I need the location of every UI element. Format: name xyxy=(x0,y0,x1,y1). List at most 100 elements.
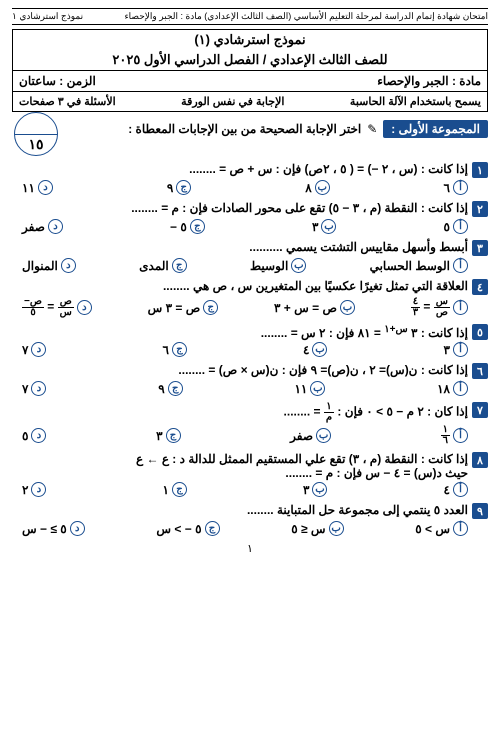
option-أ[interactable]: أ٤ xyxy=(444,482,468,497)
option-text: ٥ xyxy=(444,220,450,234)
question-number: ١ xyxy=(472,162,488,178)
question-text: إذا كانت : ٣ س+١ = ٨١ فإن : ٢ س = ......… xyxy=(12,324,468,340)
option-ب[interactable]: ب٣ xyxy=(303,482,327,497)
question-text: العدد ٥ ينتمي إلى مجموعة حل المتباينة ..… xyxy=(12,503,468,517)
option-د[interactable]: دصفر xyxy=(22,219,63,234)
option-circle-icon: د xyxy=(48,219,63,234)
rule-right: يسمح باستخدام الآلة الحاسبة xyxy=(350,95,481,108)
option-text: ٥ ≥ − س xyxy=(22,522,67,536)
option-circle-icon: د xyxy=(31,342,46,357)
option-ب[interactable]: ب٤ xyxy=(303,342,327,357)
option-ب[interactable]: بالوسيط xyxy=(250,258,306,273)
option-د[interactable]: د١١ xyxy=(22,180,53,195)
top-header: امتحان شهادة إتمام الدراسة لمرحلة التعلي… xyxy=(12,8,488,25)
question-٢: ٢إذا كانت : النقطة (م ، ٣ − ٥) تقع على م… xyxy=(12,201,488,217)
option-text: ٧ xyxy=(22,343,28,357)
option-د[interactable]: دالمنوال xyxy=(22,258,76,273)
option-text: ٤ xyxy=(303,343,309,357)
option-circle-icon: ج xyxy=(205,521,220,536)
option-circle-icon: ج xyxy=(172,482,187,497)
option-ب[interactable]: ب٣ xyxy=(312,219,336,234)
option-د[interactable]: دصس = ص−٥ xyxy=(22,297,92,318)
options-row: أالوسط الحسابي بالوسيط جالمدى دالمنوال xyxy=(22,258,468,273)
option-ج[interactable]: ج٩ xyxy=(167,180,191,195)
option-text: الوسط الحسابي xyxy=(370,259,450,273)
option-text: ص = س + ٣ xyxy=(274,301,337,315)
option-ج[interactable]: ج ٥ − > س xyxy=(156,521,219,536)
option-أ[interactable]: أس > ٥ xyxy=(415,521,468,536)
option-circle-icon: ج xyxy=(203,300,218,315)
option-د[interactable]: د٥ ≥ − س xyxy=(22,521,85,536)
option-أ[interactable]: أ١٦ xyxy=(441,425,468,446)
options-row: أ١٦ بصفر ج٣ د٥ xyxy=(22,425,468,446)
options-row: أ٣ ب٤ ج٦ د٧ xyxy=(22,342,468,357)
options-row: أس > ٥ بس ≤ ٥ ج ٥ − > س د٥ ≥ − س xyxy=(22,521,468,536)
option-text: ٥ − > س xyxy=(156,522,201,536)
option-circle-icon: د xyxy=(31,381,46,396)
option-circle-icon: ب xyxy=(312,342,327,357)
option-circle-icon: ب xyxy=(310,381,325,396)
option-circle-icon: ج xyxy=(168,381,183,396)
question-٩: ٩ العدد ٥ ينتمي إلى مجموعة حل المتباينة .… xyxy=(12,503,488,519)
option-text: صس = ص−٥ xyxy=(22,297,74,318)
option-أ[interactable]: أ٥ xyxy=(444,219,468,234)
option-circle-icon: ج xyxy=(176,180,191,195)
question-٨: ٨إذا كانت : النقطة (م ، ٣) تقع علي المست… xyxy=(12,452,488,480)
option-circle-icon: ب xyxy=(340,300,355,315)
option-circle-icon: د xyxy=(31,482,46,497)
option-ب[interactable]: بصفر xyxy=(290,428,331,443)
option-ج[interactable]: ج١ xyxy=(163,482,187,497)
option-أ[interactable]: أ٣ xyxy=(444,342,468,357)
question-number: ٥ xyxy=(472,324,488,340)
option-ج[interactable]: ج٥ − xyxy=(170,219,205,234)
option-د[interactable]: د٥ xyxy=(22,428,46,443)
option-text: ٤ xyxy=(444,483,450,497)
option-د[interactable]: د٧ xyxy=(22,381,46,396)
option-ب[interactable]: ب١١ xyxy=(294,381,325,396)
option-circle-icon: ب xyxy=(321,219,336,234)
option-د[interactable]: د٢ xyxy=(22,482,46,497)
option-أ[interactable]: أالوسط الحسابي xyxy=(370,258,468,273)
option-circle-icon: أ xyxy=(453,521,468,536)
section-header: المجموعة الأولى : ✎ اختر الإجابة الصحيحة… xyxy=(128,120,488,138)
option-text: ٣ xyxy=(303,483,309,497)
option-text: ٣ xyxy=(444,343,450,357)
question-text: إذا كانت : (س ، ٢ −) = ( ٥ ، ٢ص) فإن : س… xyxy=(12,162,468,176)
option-ج[interactable]: ج٩ xyxy=(158,381,182,396)
option-أ[interactable]: أ١٨ xyxy=(437,381,468,396)
option-circle-icon: أ xyxy=(453,482,468,497)
option-text: ١١ xyxy=(22,181,35,195)
option-ج[interactable]: ج٦ xyxy=(163,342,187,357)
option-د[interactable]: د٧ xyxy=(22,342,46,357)
question-text: العلاقة التي تمثل تغيرًا عكسيًا بين المت… xyxy=(12,279,468,293)
options-row: أ١٨ ب١١ ج٩ د٧ xyxy=(22,381,468,396)
option-text: ٩ xyxy=(158,382,164,396)
option-circle-icon: أ xyxy=(453,180,468,195)
pen-icon: ✎ xyxy=(367,122,377,136)
option-circle-icon: ب xyxy=(312,482,327,497)
option-circle-icon: د xyxy=(77,300,92,315)
option-circle-icon: ج xyxy=(172,258,187,273)
option-أ[interactable]: أسص = ٤٣ xyxy=(411,297,468,318)
option-ج[interactable]: ج٣ xyxy=(156,428,180,443)
question-number: ٩ xyxy=(472,503,488,519)
option-ب[interactable]: ب٨ xyxy=(305,180,329,195)
question-text: أبسط وأسهل مقاييس التشتت يسمي .......... xyxy=(12,240,468,254)
option-text: الوسيط xyxy=(250,259,288,273)
question-number: ٨ xyxy=(472,452,488,468)
question-٣: ٣أبسط وأسهل مقاييس التشتت يسمي .........… xyxy=(12,240,488,256)
question-number: ٧ xyxy=(472,402,488,418)
option-text: ٥ xyxy=(22,429,28,443)
subject-left: الزمن : ساعتان xyxy=(19,74,96,88)
option-text: ٣ xyxy=(312,220,318,234)
option-text: ٩ xyxy=(167,181,173,195)
option-ب[interactable]: بس ≤ ٥ xyxy=(291,521,343,536)
option-circle-icon: د xyxy=(61,258,76,273)
option-ج[interactable]: جالمدى xyxy=(139,258,187,273)
option-ج[interactable]: جص = ٣ س xyxy=(148,300,219,315)
option-text: س > ٥ xyxy=(415,522,450,536)
title: نموذج استرشادي (١) xyxy=(13,30,487,50)
option-أ[interactable]: أ٦ xyxy=(444,180,468,195)
option-text: س ≤ ٥ xyxy=(291,522,325,536)
option-ب[interactable]: بص = س + ٣ xyxy=(274,300,355,315)
